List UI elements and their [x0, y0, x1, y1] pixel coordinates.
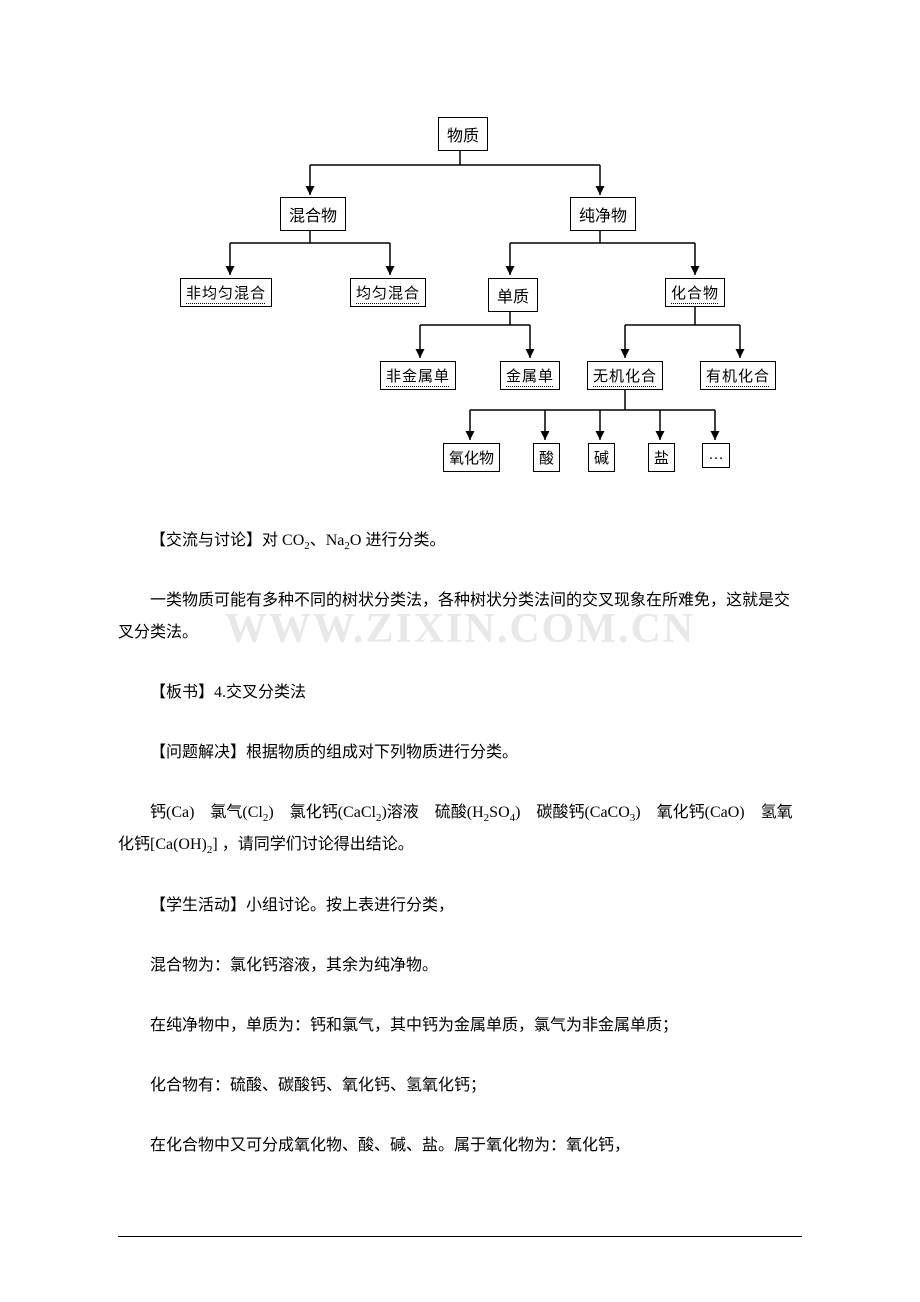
node-hom-mix: 均匀混合	[350, 278, 426, 307]
node-base: 碱	[588, 443, 615, 472]
label-activity: 【学生活动】	[150, 897, 246, 914]
paragraph-9: 化合物有：硫酸、碳酸钙、氧化钙、氢氧化钙；	[118, 1070, 802, 1102]
paragraph-5: 钙(Ca) 氯气(Cl2) 氯化钙(CaCl2)溶液 硫酸(H2SO4) 碳酸钙…	[118, 797, 802, 861]
node-root: 物质	[438, 117, 488, 151]
paragraph-10: 在化合物中又可分成氧化物、酸、碱、盐。属于氧化物为：氧化钙，	[118, 1130, 802, 1162]
label-board: 【板书】	[150, 684, 214, 701]
p3-body: 4.交叉分类法	[214, 684, 306, 701]
footer-divider	[118, 1236, 802, 1237]
node-organic: 有机化合	[700, 361, 776, 390]
paragraph-6: 【学生活动】小组讨论。按上表进行分类，	[118, 890, 802, 922]
node-het-mix: 非均匀混合	[180, 278, 272, 307]
paragraph-1: 【交流与讨论】对 CO2、Na2O 进行分类。	[118, 525, 802, 557]
node-acid: 酸	[533, 443, 560, 472]
label-problem: 【问题解决】	[150, 744, 246, 761]
paragraph-8: 在纯净物中，单质为：钙和氯气，其中钙为金属单质，氯气为非金属单质；	[118, 1010, 802, 1042]
p6-body: 小组讨论。按上表进行分类，	[246, 897, 454, 914]
paragraph-3: 【板书】4.交叉分类法	[118, 677, 802, 709]
node-element: 单质	[488, 278, 538, 312]
node-etc: …	[702, 443, 730, 468]
paragraph-4: 【问题解决】根据物质的组成对下列物质进行分类。	[118, 737, 802, 769]
p1-body: 对 CO2、Na2O 进行分类。	[262, 532, 445, 549]
node-compound: 化合物	[665, 278, 725, 307]
node-nonmetal: 非金属单	[380, 361, 456, 390]
node-metal: 金属单	[500, 361, 560, 390]
node-oxide: 氧化物	[443, 443, 500, 472]
paragraph-7: 混合物为：氯化钙溶液，其余为纯净物。	[118, 950, 802, 982]
node-salt: 盐	[648, 443, 675, 472]
node-pure: 纯净物	[570, 197, 636, 231]
document-content: 【交流与讨论】对 CO2、Na2O 进行分类。 一类物质可能有多种不同的树状分类…	[118, 525, 802, 1190]
label-discuss: 【交流与讨论】	[150, 532, 262, 549]
node-mixture: 混合物	[280, 197, 346, 231]
node-inorganic: 无机化合	[587, 361, 663, 390]
p4-body: 根据物质的组成对下列物质进行分类。	[246, 744, 518, 761]
classification-diagram: 物质 混合物 纯净物 非均匀混合 均匀混合 单质 化合物 非金属单 金属单 无机…	[140, 115, 780, 485]
paragraph-2: 一类物质可能有多种不同的树状分类法，各种树状分类法间的交叉现象在所难免，这就是交…	[118, 585, 802, 649]
